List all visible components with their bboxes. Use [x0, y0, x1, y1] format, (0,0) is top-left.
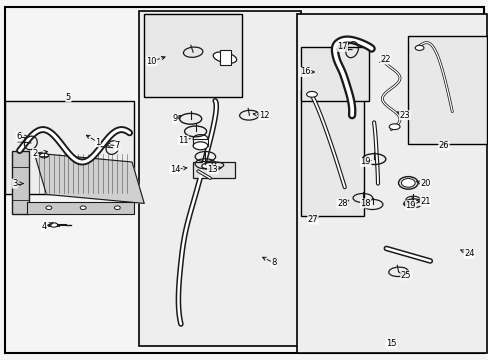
Text: 26: 26	[438, 141, 448, 150]
Text: 28: 28	[336, 199, 347, 208]
Text: 14: 14	[169, 165, 180, 174]
Bar	[12, 151, 29, 214]
Ellipse shape	[193, 135, 207, 143]
Text: 6: 6	[16, 132, 21, 141]
Text: 5: 5	[66, 93, 71, 102]
Text: 21: 21	[419, 197, 430, 206]
Text: 8: 8	[271, 258, 276, 267]
Text: 2: 2	[33, 149, 38, 158]
Ellipse shape	[414, 45, 423, 50]
Text: 11: 11	[178, 136, 188, 145]
Ellipse shape	[50, 223, 58, 227]
Text: 19: 19	[360, 157, 370, 166]
Text: 1: 1	[95, 138, 100, 147]
Text: 7: 7	[115, 141, 120, 150]
Ellipse shape	[401, 179, 414, 187]
Text: 22: 22	[379, 55, 390, 64]
Bar	[144, 14, 242, 97]
Bar	[27, 202, 134, 214]
Bar	[297, 14, 486, 353]
Text: 25: 25	[400, 271, 410, 280]
Text: 16: 16	[300, 68, 310, 77]
Ellipse shape	[306, 91, 317, 97]
Ellipse shape	[80, 206, 86, 210]
Bar	[139, 11, 300, 346]
Text: 13: 13	[207, 165, 218, 174]
Text: 10: 10	[146, 57, 157, 66]
Text: 3: 3	[12, 179, 17, 188]
Text: 20: 20	[419, 179, 430, 188]
Ellipse shape	[40, 153, 48, 158]
Text: 12: 12	[258, 111, 269, 120]
Bar	[220, 50, 230, 65]
Text: 15: 15	[385, 339, 396, 348]
Text: 19: 19	[405, 201, 415, 210]
Bar	[300, 90, 364, 216]
Ellipse shape	[213, 52, 236, 63]
Text: 17: 17	[336, 42, 347, 51]
Bar	[5, 101, 134, 194]
Ellipse shape	[46, 206, 52, 210]
Bar	[407, 36, 486, 144]
Ellipse shape	[388, 124, 399, 130]
Bar	[300, 47, 368, 101]
Text: 18: 18	[360, 199, 370, 208]
Polygon shape	[34, 153, 144, 203]
Ellipse shape	[398, 176, 417, 189]
Text: 4: 4	[41, 222, 46, 231]
Ellipse shape	[193, 142, 207, 150]
Bar	[193, 162, 234, 178]
Text: 24: 24	[463, 249, 474, 258]
Text: 27: 27	[307, 215, 318, 224]
Ellipse shape	[114, 206, 120, 210]
Text: 9: 9	[172, 114, 177, 123]
Bar	[193, 139, 207, 146]
Text: 23: 23	[399, 111, 409, 120]
